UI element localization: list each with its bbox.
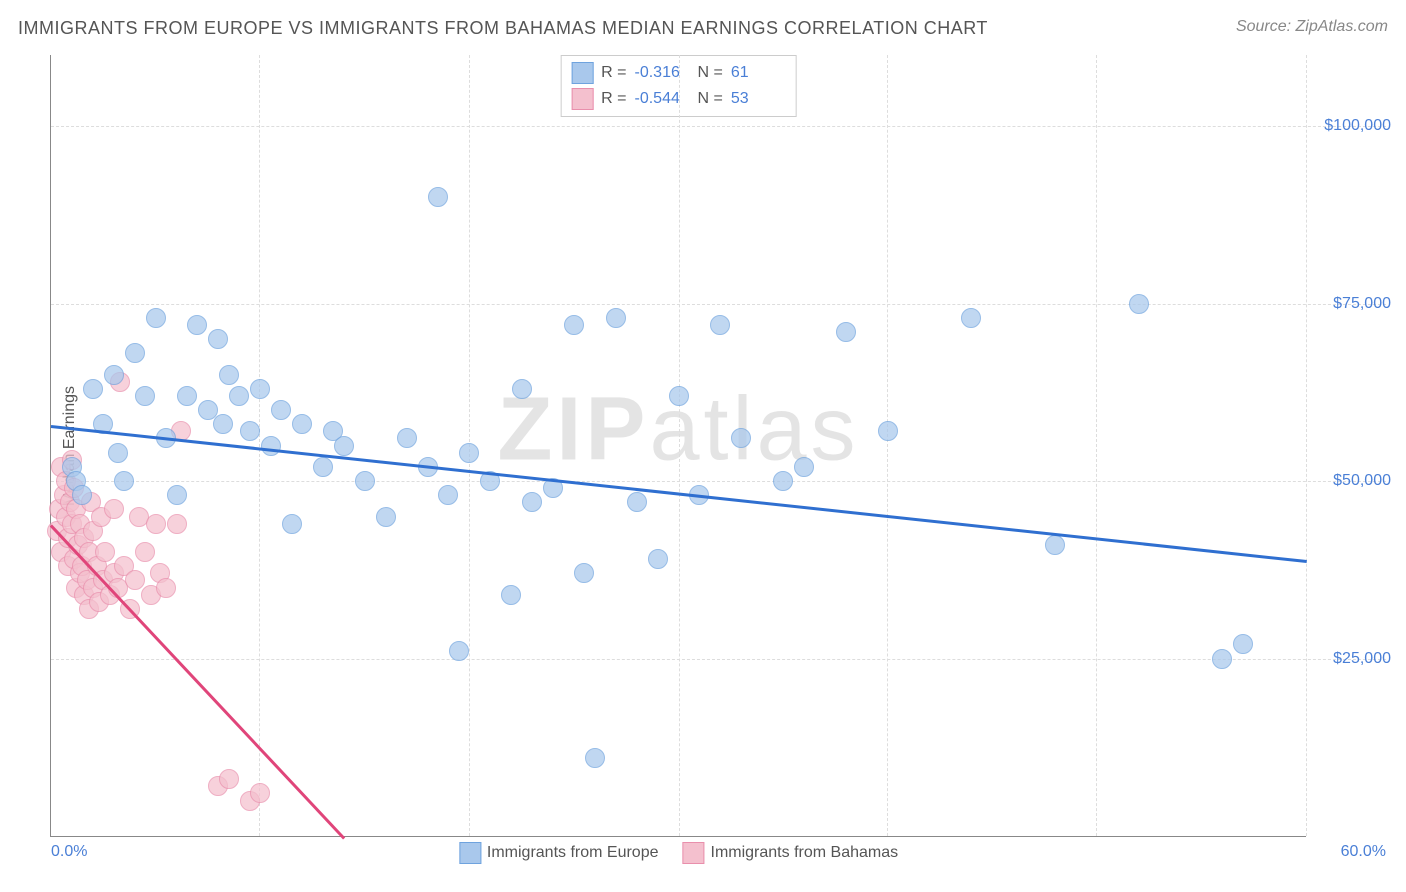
- x-axis-max-label: 60.0%: [1341, 843, 1386, 861]
- scatter-point-europe: [376, 507, 396, 527]
- scatter-point-europe: [397, 428, 417, 448]
- scatter-point-europe: [606, 308, 626, 328]
- scatter-point-europe: [648, 549, 668, 569]
- scatter-point-europe: [1233, 634, 1253, 654]
- y-tick-label: $50,000: [1333, 472, 1391, 490]
- legend-item-europe: Immigrants from Europe: [459, 842, 659, 864]
- scatter-point-europe: [292, 414, 312, 434]
- scatter-point-europe: [438, 485, 458, 505]
- legend-label-europe: Immigrants from Europe: [487, 844, 659, 862]
- scatter-point-europe: [114, 471, 134, 491]
- source-attribution: Source: ZipAtlas.com: [1236, 18, 1388, 36]
- scatter-point-europe: [512, 379, 532, 399]
- scatter-point-europe: [1212, 649, 1232, 669]
- scatter-point-europe: [135, 386, 155, 406]
- scatter-point-europe: [773, 471, 793, 491]
- scatter-point-europe: [334, 436, 354, 456]
- scatter-point-europe: [187, 315, 207, 335]
- n-label: N =: [698, 90, 723, 108]
- scatter-point-bahamas: [146, 514, 166, 534]
- chart-title: IMMIGRANTS FROM EUROPE VS IMMIGRANTS FRO…: [18, 18, 988, 39]
- swatch-icon: [683, 842, 705, 864]
- x-axis-min-label: 0.0%: [51, 843, 87, 861]
- scatter-point-bahamas: [135, 542, 155, 562]
- scatter-point-europe: [731, 428, 751, 448]
- scatter-point-bahamas: [95, 542, 115, 562]
- scatter-point-europe: [961, 308, 981, 328]
- scatter-point-europe: [710, 315, 730, 335]
- legend-label-bahamas: Immigrants from Bahamas: [711, 844, 899, 862]
- scatter-point-europe: [146, 308, 166, 328]
- scatter-point-europe: [213, 414, 233, 434]
- swatch-icon: [571, 88, 593, 110]
- scatter-point-europe: [1045, 535, 1065, 555]
- gridline-h: [51, 304, 1386, 305]
- scatter-point-europe: [564, 315, 584, 335]
- scatter-point-europe: [208, 329, 228, 349]
- gridline-v: [679, 55, 680, 836]
- n-value-bahamas: 53: [731, 90, 786, 108]
- scatter-point-europe: [449, 641, 469, 661]
- series-legend: Immigrants from Europe Immigrants from B…: [459, 842, 898, 864]
- scatter-point-europe: [627, 492, 647, 512]
- scatter-point-europe: [177, 386, 197, 406]
- scatter-point-europe: [108, 443, 128, 463]
- n-label: N =: [698, 64, 723, 82]
- r-label: R =: [601, 64, 626, 82]
- scatter-point-europe: [794, 457, 814, 477]
- scatter-point-europe: [428, 187, 448, 207]
- y-tick-label: $75,000: [1333, 295, 1391, 313]
- scatter-point-europe: [501, 585, 521, 605]
- scatter-point-europe: [355, 471, 375, 491]
- gridline-v: [1096, 55, 1097, 836]
- gridline-h: [51, 659, 1386, 660]
- r-value-europe: -0.316: [635, 64, 690, 82]
- scatter-point-europe: [72, 485, 92, 505]
- swatch-icon: [571, 62, 593, 84]
- scatter-point-europe: [585, 748, 605, 768]
- scatter-point-europe: [261, 436, 281, 456]
- scatter-point-bahamas: [125, 570, 145, 590]
- scatter-point-europe: [459, 443, 479, 463]
- scatter-point-bahamas: [167, 514, 187, 534]
- gridline-h: [51, 481, 1386, 482]
- scatter-point-europe: [83, 379, 103, 399]
- scatter-point-bahamas: [250, 783, 270, 803]
- scatter-point-bahamas: [104, 499, 124, 519]
- scatter-point-europe: [271, 400, 291, 420]
- scatter-point-europe: [878, 421, 898, 441]
- gridline-v: [1306, 55, 1307, 836]
- scatter-point-europe: [240, 421, 260, 441]
- y-tick-label: $100,000: [1324, 117, 1391, 135]
- scatter-point-europe: [836, 322, 856, 342]
- r-value-bahamas: -0.544: [635, 90, 690, 108]
- scatter-point-europe: [669, 386, 689, 406]
- r-label: R =: [601, 90, 626, 108]
- scatter-point-europe: [250, 379, 270, 399]
- scatter-point-europe: [125, 343, 145, 363]
- scatter-point-bahamas: [219, 769, 239, 789]
- scatter-point-europe: [219, 365, 239, 385]
- legend-item-bahamas: Immigrants from Bahamas: [683, 842, 899, 864]
- swatch-icon: [459, 842, 481, 864]
- scatter-point-bahamas: [156, 578, 176, 598]
- trendline-bahamas: [50, 525, 345, 839]
- gridline-h: [51, 126, 1386, 127]
- scatter-point-europe: [1129, 294, 1149, 314]
- y-tick-label: $25,000: [1333, 650, 1391, 668]
- scatter-point-europe: [574, 563, 594, 583]
- scatter-point-europe: [167, 485, 187, 505]
- scatter-point-europe: [282, 514, 302, 534]
- chart-plot-area: ZIPatlas R = -0.316 N = 61 R = -0.544 N …: [50, 55, 1306, 837]
- scatter-point-europe: [104, 365, 124, 385]
- scatter-point-europe: [522, 492, 542, 512]
- scatter-point-europe: [313, 457, 333, 477]
- scatter-point-europe: [229, 386, 249, 406]
- n-value-europe: 61: [731, 64, 786, 82]
- gridline-v: [887, 55, 888, 836]
